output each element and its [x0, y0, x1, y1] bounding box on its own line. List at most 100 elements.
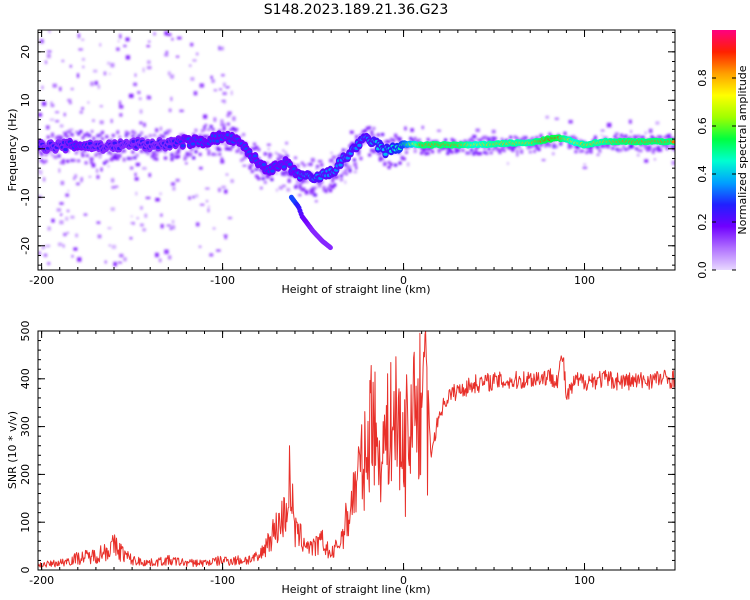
spectrogram-cell	[195, 194, 199, 198]
spectrogram-cell	[611, 147, 615, 150]
spectrogram-cell	[387, 161, 391, 164]
spectrogram-cell	[478, 138, 482, 142]
spectrogram-cell	[313, 186, 317, 190]
spectrogram-cell	[98, 155, 102, 159]
spectrogram-cell	[300, 187, 303, 191]
spectrogram-cell	[300, 179, 304, 183]
spectrogram-cell	[194, 150, 198, 154]
spectrogram-cell	[259, 168, 263, 172]
spectrogram-cell	[263, 152, 267, 156]
spectrogram-cell	[233, 127, 237, 131]
spectrogram-cell	[370, 148, 374, 152]
spectrogram-cell	[470, 137, 474, 141]
spectrogram-cell	[242, 133, 246, 137]
spectrogram-cell	[424, 147, 428, 151]
spectrogram-cell	[410, 128, 414, 132]
spectrogram-cell	[359, 133, 363, 137]
spectrogram-cell	[644, 159, 649, 163]
spectrogram-cell	[58, 242, 62, 247]
spectrogram-cell	[231, 144, 235, 148]
spectrogram-cell	[589, 147, 593, 151]
spectrogram-cell	[81, 38, 85, 41]
spectrogram-cell	[648, 145, 652, 149]
spectrogram-cell	[228, 217, 232, 219]
spectrogram-cell	[119, 105, 124, 109]
spectrogram-cell	[630, 145, 634, 149]
spectrogram-cell	[607, 145, 610, 149]
spectrogram-cell	[318, 184, 322, 188]
spectrogram-cell	[225, 86, 230, 89]
spectrogram-cell	[55, 120, 59, 123]
spectrogram-cell	[92, 136, 96, 140]
spectrogram-cell	[47, 262, 51, 265]
spectrogram-cell	[224, 234, 227, 240]
y-tick-label: 20	[19, 45, 32, 59]
spectrogram-cell	[108, 244, 111, 247]
spectrogram-cell	[372, 150, 376, 154]
spectrogram-cell	[641, 135, 645, 139]
spectrogram-cell	[570, 144, 573, 148]
spectrogram-cell	[132, 222, 135, 225]
spectrogram-cell	[398, 137, 402, 141]
spectrogram-cell	[329, 183, 332, 187]
spectrogram-cell	[136, 217, 139, 219]
spectrogram-cell	[552, 152, 555, 156]
spectrogram-cell	[216, 249, 221, 252]
spectrogram-cell	[635, 135, 639, 139]
spectrogram-cell	[314, 200, 318, 203]
spectrogram-cell	[119, 113, 123, 117]
spectrogram-cell	[509, 135, 513, 139]
spectrogram-cell	[330, 152, 333, 154]
spectrogram-cell	[533, 149, 537, 153]
spectrogram-cell	[46, 135, 50, 139]
spectrogram-cell	[155, 252, 159, 258]
spectrogram-cell	[98, 152, 102, 155]
spectrogram-cell	[146, 95, 150, 100]
spectrogram-cell	[335, 175, 339, 179]
spectrogram-cell	[656, 145, 660, 149]
spectrogram-cell	[345, 172, 348, 176]
spectrogram-cell	[61, 243, 64, 246]
spectrogram-cell	[545, 115, 549, 119]
spectrogram-cell	[302, 179, 306, 183]
spectrogram-cell	[174, 151, 178, 155]
spectrogram-cell	[639, 149, 643, 153]
spectrogram-cell	[511, 147, 515, 151]
spectrogram-cell	[559, 142, 563, 146]
spectrogram-cell	[216, 146, 220, 150]
spectrogram-cell	[522, 135, 526, 139]
spectrogram-cell	[203, 127, 206, 131]
spectrogram-cell	[68, 128, 74, 131]
spectrogram-cell	[491, 147, 495, 151]
spectrogram-cell	[413, 136, 417, 140]
spectrogram-cell	[168, 129, 172, 133]
spectrogram-cell	[46, 53, 51, 59]
spectrogram-cell	[82, 58, 85, 61]
spectrogram-cell	[651, 150, 655, 154]
spectrogram-cell	[112, 141, 117, 145]
spectrogram-cell	[168, 255, 172, 260]
spectrogram-cell	[478, 152, 482, 156]
spectrogram-cell	[266, 161, 269, 165]
spectrogram-cell	[398, 161, 402, 165]
spectrogram-cell	[535, 144, 539, 148]
spectrogram-cell	[51, 218, 55, 223]
spectrogram-cell	[229, 128, 233, 132]
spectrogram-cell	[192, 156, 196, 160]
spectrogram-cell	[296, 163, 300, 167]
spectrogram-cell	[190, 142, 196, 146]
spectrogram-cell	[317, 160, 323, 163]
spectrogram-cell	[526, 146, 530, 150]
spectrogram-cell	[73, 247, 78, 251]
spectrogram-cell	[279, 157, 282, 161]
spectrogram-cell	[61, 59, 65, 62]
spectrogram-cell	[227, 111, 232, 115]
spectrogram-cell	[85, 133, 89, 137]
spectrogram-cell	[520, 149, 524, 153]
spectrogram-cell	[47, 226, 51, 231]
spectrogram-cell	[220, 123, 224, 127]
spectrogram-cell	[281, 171, 285, 175]
spectrogram-ridge	[38, 130, 675, 251]
spectrogram-cell	[41, 246, 45, 250]
spectrogram-cell	[315, 166, 318, 171]
